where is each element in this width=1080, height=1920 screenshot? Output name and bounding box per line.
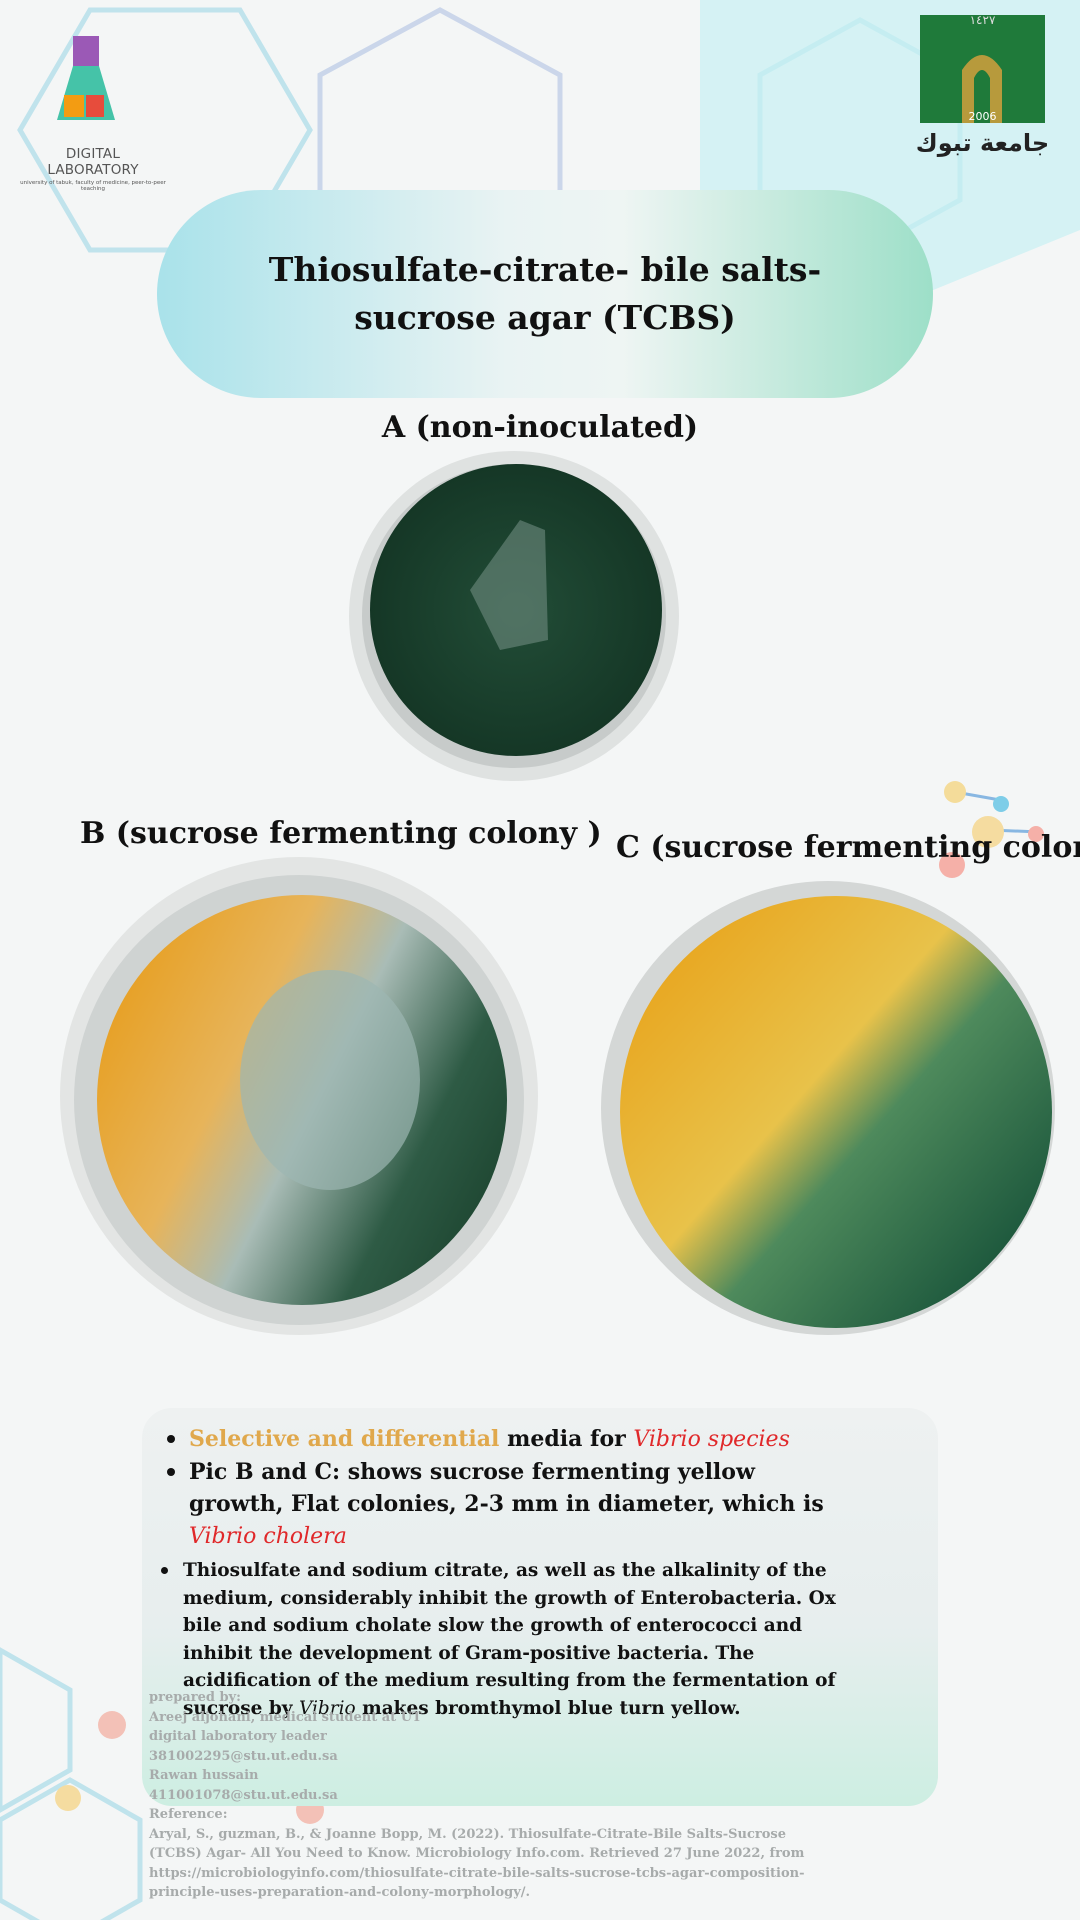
bullet: Thiosulfate and sodium citrate, as well … xyxy=(161,1557,839,1722)
university-name: جامعة تبوك xyxy=(915,129,1050,157)
species: Vibrio xyxy=(298,1697,356,1719)
highlight: Selective and differential xyxy=(189,1426,500,1452)
bullet: Pic B and C: shows sucrose fermenting ye… xyxy=(167,1456,839,1553)
plate-a xyxy=(349,451,679,781)
lab-logo-icon xyxy=(57,36,115,120)
text: makes bromthymol blue turn yellow. xyxy=(355,1697,741,1719)
university-hijri-year: ١٤٢٧ xyxy=(969,13,996,27)
text: Pic B and C: shows sucrose fermenting ye… xyxy=(189,1459,824,1517)
plate-c xyxy=(601,881,1055,1335)
credit-line: Areej aljohani, medical student at UT xyxy=(149,1709,422,1725)
credit-line: Reference: xyxy=(149,1807,228,1822)
plate-label: C (sucrose fermenting colony ) xyxy=(616,830,1080,865)
bullet: Selective and differential media for Vib… xyxy=(167,1423,839,1456)
title: Thiosulfate-citrate- bile salts-sucrose … xyxy=(157,190,933,398)
university-logo-icon xyxy=(920,15,1045,123)
lab-logo-name: DIGITAL LABORATORY xyxy=(47,146,139,178)
credit-line: digital laboratory leader xyxy=(149,1729,327,1744)
credits: prepared by: Areej aljohani, medical stu… xyxy=(149,1688,849,1903)
credit-line: Rawan hussain xyxy=(149,1768,259,1783)
credit-line: 411001078@stu.ut.edu.sa xyxy=(149,1787,338,1803)
info-list: Selective and differential media for Vib… xyxy=(161,1423,839,1722)
plate-b xyxy=(60,857,538,1335)
credit-line: prepared by: xyxy=(149,1690,241,1705)
text: Thiosulfate and sodium citrate, as well … xyxy=(183,1560,836,1719)
lab-logo: DIGITAL LABORATORY university of tabuk, … xyxy=(18,146,168,192)
plate-label: A (non-inoculated) xyxy=(381,410,699,445)
lab-logo-tagline: university of tabuk, faculty of medicine… xyxy=(20,180,166,192)
credit-line: 381002295@stu.ut.edu.sa xyxy=(149,1748,338,1764)
reference: Aryal, S., guzman, B., & Joanne Bopp, M.… xyxy=(149,1826,805,1901)
species: Vibrio species xyxy=(633,1427,790,1452)
text: media for xyxy=(499,1426,634,1452)
species: Vibrio cholera xyxy=(189,1524,347,1549)
university-year: 2006 xyxy=(968,110,997,123)
university-logo: ١٤٢٧ 2006 جامعة تبوك xyxy=(915,13,1050,157)
plate-label: B (sucrose fermenting colony ) xyxy=(80,816,602,851)
info-box xyxy=(142,1408,938,1806)
